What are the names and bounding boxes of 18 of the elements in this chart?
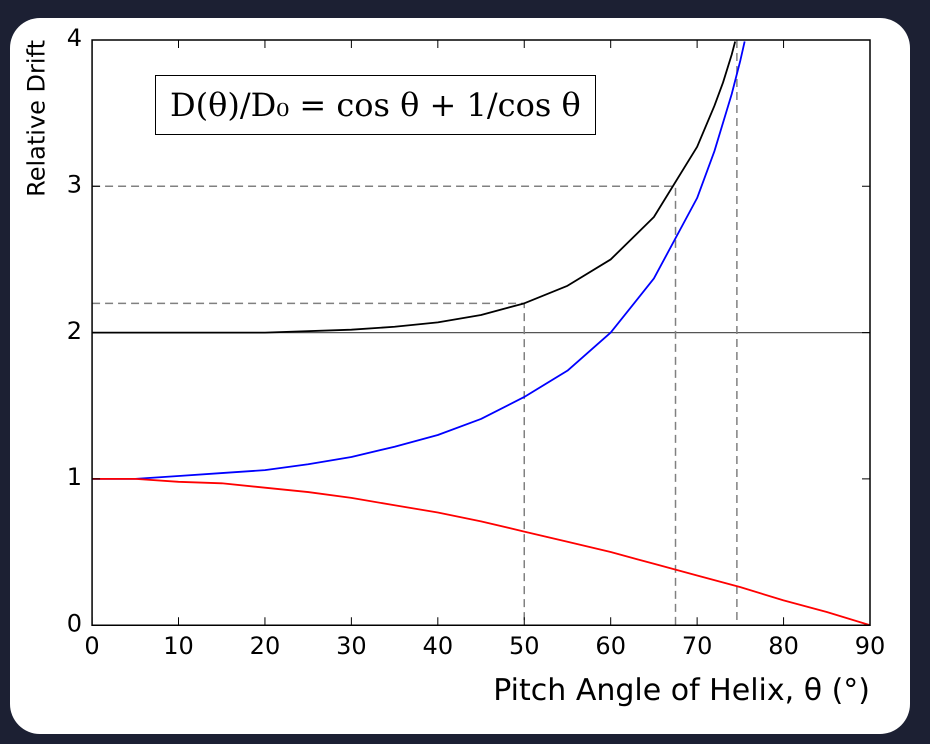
x-tick-label: 60 <box>595 632 626 660</box>
x-tick-label: 90 <box>854 632 886 660</box>
y-axis-title: Relative Drift <box>22 40 51 197</box>
x-tick-label: 40 <box>422 632 454 660</box>
x-axis-title: Pitch Angle of Helix, θ (°) <box>493 672 870 708</box>
x-tick-label: 70 <box>682 632 712 660</box>
x-tick-label: 0 <box>84 632 100 660</box>
y-tick-label: 2 <box>66 316 82 345</box>
y-tick-label: 4 <box>66 24 82 52</box>
x-tick-label: 10 <box>163 632 194 660</box>
x-tick-label: 80 <box>768 632 799 660</box>
x-tick-label: 30 <box>336 632 367 660</box>
y-tick-label: 0 <box>66 609 82 638</box>
annotation: D(θ)/D₀ = cos θ + 1/cos θ <box>155 75 596 135</box>
y-tick-label: 3 <box>66 170 82 199</box>
x-tick-label: 50 <box>508 632 540 660</box>
x-tick-label: 20 <box>250 632 280 660</box>
y-tick-label: 1 <box>66 463 82 492</box>
